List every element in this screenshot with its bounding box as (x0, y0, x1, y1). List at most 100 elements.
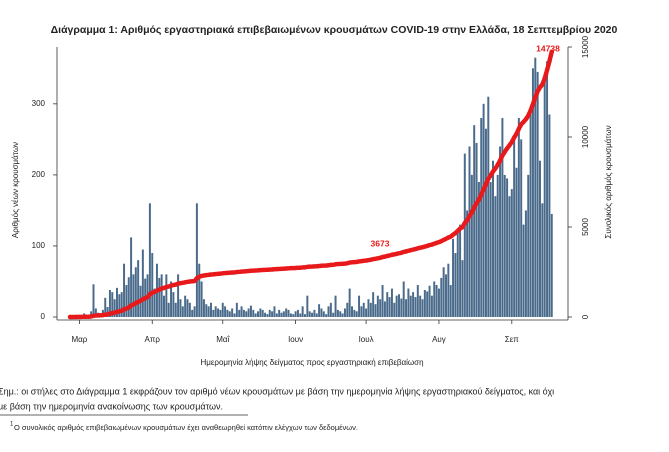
bar (426, 291, 429, 317)
chart-title: Διάγραμμα 1: Αριθμός εργαστηριακά επιβεβ… (51, 24, 618, 36)
bar (313, 309, 316, 317)
bar (195, 203, 198, 317)
bar (449, 285, 452, 317)
y2-tick-label: 10000 (581, 125, 590, 148)
y-tick-label: 0 (41, 312, 46, 321)
bar (224, 306, 227, 317)
bar (94, 308, 97, 317)
bar (254, 313, 257, 317)
bar (468, 146, 471, 317)
bar (193, 306, 196, 317)
bar (548, 114, 551, 317)
bar (379, 299, 382, 317)
bar (492, 160, 494, 317)
bar (127, 277, 130, 317)
y2-tick-label: 5000 (581, 218, 590, 236)
bar (393, 302, 396, 317)
y-axis-label: Αριθμός νέων κρουσμάτων (11, 142, 20, 238)
bar (210, 302, 212, 317)
bar (527, 174, 530, 317)
bar (447, 263, 450, 317)
bar (503, 174, 506, 317)
bar (405, 299, 408, 317)
bar (529, 110, 532, 318)
bar (440, 277, 443, 317)
bar (153, 288, 156, 317)
bar (90, 311, 93, 317)
bar (334, 295, 337, 317)
bar (419, 295, 422, 317)
bar (273, 306, 276, 317)
bar (520, 139, 523, 317)
bar (374, 304, 377, 317)
bar (489, 182, 492, 317)
bar (470, 174, 473, 317)
bar (343, 308, 346, 317)
bar (106, 307, 109, 317)
bar (341, 313, 344, 317)
bar (388, 297, 391, 317)
bar (257, 311, 259, 317)
bar (383, 301, 386, 317)
bar (412, 292, 415, 317)
bar (299, 313, 302, 317)
bar (482, 103, 485, 317)
bar (245, 311, 248, 317)
bar (543, 78, 546, 317)
bar (376, 295, 379, 317)
bar (463, 153, 466, 317)
bar (336, 309, 339, 317)
bar (261, 309, 264, 317)
bar (191, 309, 194, 317)
bar (177, 274, 180, 317)
bar (278, 309, 281, 317)
bar (534, 57, 537, 317)
bar (200, 281, 203, 317)
bar (134, 267, 137, 317)
bar (358, 295, 361, 317)
bar (308, 311, 311, 317)
bar (228, 311, 231, 317)
bar (461, 260, 464, 317)
bar (275, 313, 278, 317)
bar (219, 309, 222, 317)
y-tick-label: 100 (32, 241, 46, 250)
bar (386, 292, 389, 317)
bar (301, 306, 304, 317)
bar (151, 253, 154, 317)
bar (120, 292, 123, 317)
bar (202, 299, 205, 317)
y2-axis-label: Συνολικός αριθμός κρουσμάτων (604, 125, 613, 238)
bar (329, 302, 332, 317)
bar (252, 309, 255, 317)
bar (381, 285, 384, 317)
bar (353, 309, 356, 317)
bar (160, 274, 163, 317)
bar (398, 294, 400, 317)
bar (165, 274, 168, 317)
bar (517, 118, 520, 317)
bar (499, 146, 502, 317)
bar (327, 306, 330, 317)
bar (266, 314, 269, 317)
bar (414, 297, 417, 317)
bar (306, 295, 309, 317)
bar (473, 125, 476, 317)
bar (539, 160, 541, 317)
bar (247, 308, 250, 317)
bar (268, 309, 271, 317)
bar (280, 312, 283, 317)
bar (550, 213, 553, 317)
x-tick-label: Μαρ (71, 335, 87, 344)
bar (198, 263, 201, 317)
bar (430, 295, 433, 317)
bar (188, 302, 191, 317)
bar (522, 224, 525, 317)
bar (217, 308, 220, 317)
y2-tick-label: 0 (581, 314, 590, 319)
bar (221, 302, 224, 317)
bar (513, 139, 516, 317)
bar (484, 128, 487, 317)
bar (325, 314, 328, 317)
